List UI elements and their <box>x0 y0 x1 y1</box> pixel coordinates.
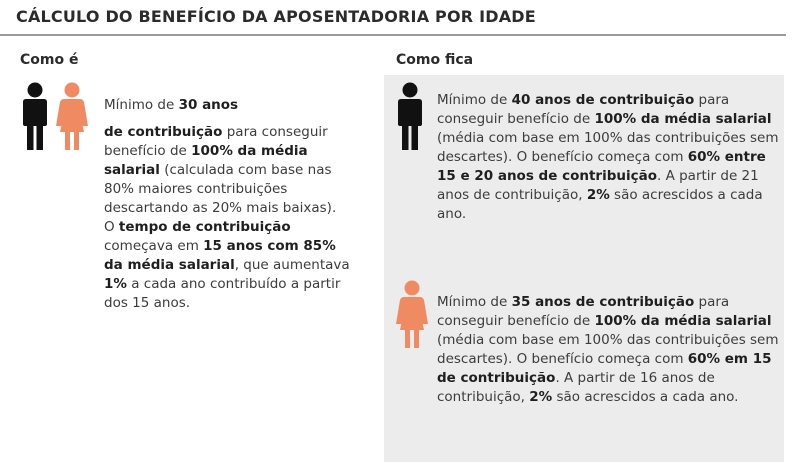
page-title: CÁLCULO DO BENEFÍCIO DA APOSENTADORIA PO… <box>16 7 536 26</box>
new-rules-panel <box>384 75 784 462</box>
column-heading-current: Como é <box>20 52 79 68</box>
current-minimum-text: Mínimo de 30 anos <box>104 97 239 113</box>
man-icon <box>398 82 422 150</box>
column-heading-new: Como fica <box>396 52 474 68</box>
new-rules-female-text: Mínimo de 35 anos de contribuição para c… <box>437 294 779 405</box>
woman-icon <box>56 82 88 150</box>
new-rules-male-text: Mínimo de 40 anos de contribuição para c… <box>437 92 779 222</box>
current-rules-text: de contribuição para conseguir benefício… <box>104 124 350 311</box>
title-rule <box>0 34 786 36</box>
man-icon <box>23 82 47 150</box>
woman-icon <box>396 280 428 348</box>
